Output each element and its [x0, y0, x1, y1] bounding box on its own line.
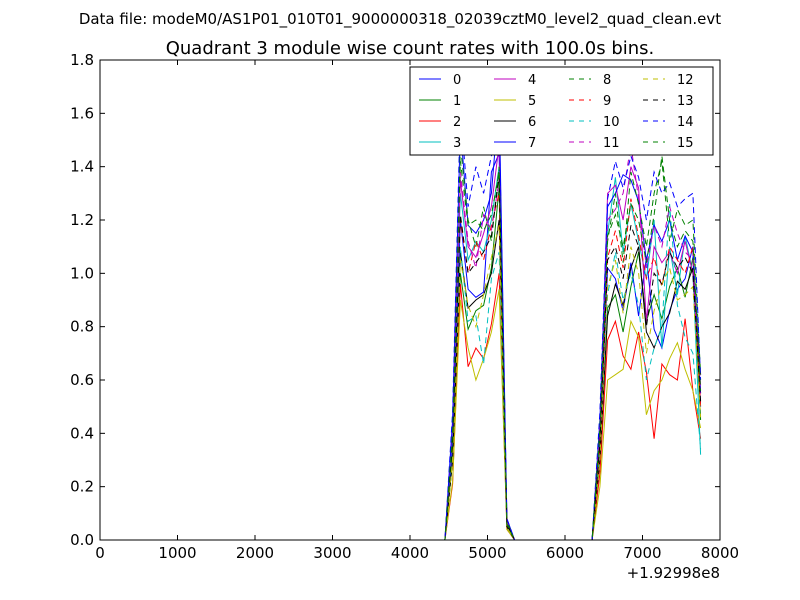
legend-label-10: 10 — [603, 115, 620, 130]
legend-label-15: 15 — [677, 136, 694, 151]
legend-label-9: 9 — [603, 94, 611, 109]
legend-label-3: 3 — [453, 136, 461, 151]
y-tick-label: 1.2 — [70, 211, 94, 229]
legend-label-4: 4 — [528, 73, 536, 88]
legend-label-13: 13 — [677, 94, 694, 109]
series-line-12 — [142, 225, 702, 541]
y-tick-label: 1.4 — [70, 158, 94, 176]
x-tick-label: 1000 — [158, 544, 196, 562]
y-tick-label: 1.6 — [70, 104, 94, 122]
legend-label-1: 1 — [453, 94, 461, 109]
y-tick-label: 0.2 — [70, 478, 94, 496]
series-line-6 — [142, 219, 702, 541]
x-tick-label: 6000 — [546, 544, 584, 562]
plot-lines — [142, 99, 702, 541]
legend-label-8: 8 — [603, 73, 611, 88]
series-line-8 — [142, 145, 702, 541]
series-line-10 — [142, 203, 702, 541]
legend-label-7: 7 — [528, 136, 536, 151]
legend-label-5: 5 — [528, 94, 536, 109]
series-line-1 — [142, 187, 702, 541]
series-line-9 — [142, 193, 702, 541]
y-tick-label: 0.4 — [70, 424, 94, 442]
y-tick-label: 0.6 — [70, 371, 94, 389]
x-tick-label: 7000 — [623, 544, 661, 562]
x-tick-label: 4000 — [391, 544, 429, 562]
legend-label-0: 0 — [453, 73, 461, 88]
series-line-0 — [142, 153, 702, 541]
suptitle: Data file: modeM0/AS1P01_010T01_90000003… — [79, 10, 721, 29]
y-tick-label: 0.0 — [70, 531, 94, 549]
x-tick-label: 0 — [95, 544, 105, 562]
y-tick-label: 1.0 — [70, 264, 94, 282]
series-line-13 — [142, 177, 702, 541]
series-line-2 — [142, 273, 702, 541]
legend-label-2: 2 — [453, 115, 461, 130]
x-tick-label: 3000 — [313, 544, 351, 562]
legend-box — [409, 66, 714, 156]
legend-label-11: 11 — [603, 136, 620, 151]
x-tick-label: 8000 — [701, 544, 739, 562]
legend-label-6: 6 — [528, 115, 536, 130]
y-tick-label: 1.8 — [70, 51, 94, 69]
series-line-15 — [142, 155, 702, 541]
x-offset-label: +1.92998e8 — [627, 564, 720, 582]
x-tick-label: 5000 — [468, 544, 506, 562]
legend-label-12: 12 — [677, 73, 694, 88]
series-line-14 — [142, 107, 702, 541]
x-tick-label: 2000 — [236, 544, 274, 562]
axis-ticks: 0 1000 2000 3000 4000 5000 6000 7000 8000 0.0 0.2 0… — [70, 51, 739, 562]
chart-title: Quadrant 3 module wise count rates with … — [166, 38, 655, 59]
legend-label-14: 14 — [677, 115, 694, 130]
y-tick-label: 0.8 — [70, 318, 94, 336]
